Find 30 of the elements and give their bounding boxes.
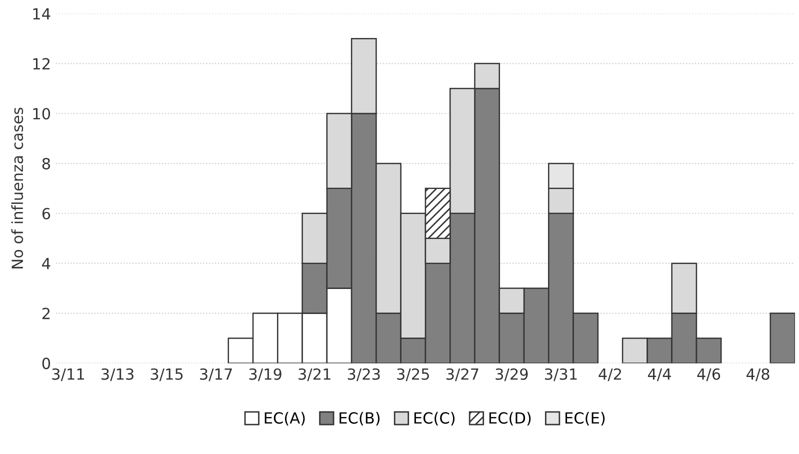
x-tick-label: 3/27 [446, 368, 478, 382]
x-tick-label: 3/17 [200, 368, 232, 382]
x-tick-label: 3/31 [544, 368, 577, 382]
y-axis-title: No of influenza cases [11, 108, 24, 268]
x-tick-label: 3/15 [150, 368, 183, 382]
legend-label: EC(A) [264, 412, 305, 426]
legend-label: EC(B) [340, 412, 380, 426]
x-tick-label: 4/6 [697, 368, 720, 382]
x-tick-label: 4/8 [746, 368, 770, 382]
x-tick-label: 3/11 [52, 368, 84, 382]
x-tick-label: 3/21 [298, 368, 330, 382]
x-tick-label: 3/25 [397, 368, 429, 382]
x-tick-label: 3/13 [102, 368, 134, 382]
legend-label: EC(D) [489, 412, 531, 426]
bar [770, 312, 796, 364]
x-tick-label: 4/2 [598, 368, 621, 382]
y-tick-label: 10 [33, 108, 50, 120]
x-tick-label: 3/29 [496, 368, 528, 382]
x-tick-label: 3/19 [249, 368, 282, 382]
legend-label: EC(E) [566, 412, 605, 426]
y-tick-label: 2 [42, 308, 50, 320]
legend-label: EC(C) [414, 412, 455, 426]
y-tick-label: 6 [42, 208, 50, 220]
y-tick-label: 4 [42, 258, 50, 270]
y-tick-label: 8 [42, 158, 50, 170]
x-tick-label: 4/4 [648, 368, 671, 382]
x-tick-label: 3/23 [348, 368, 380, 382]
y-tick-label: 12 [33, 58, 50, 70]
y-tick-label: 0 [42, 358, 50, 370]
y-tick-label: 14 [33, 8, 50, 20]
